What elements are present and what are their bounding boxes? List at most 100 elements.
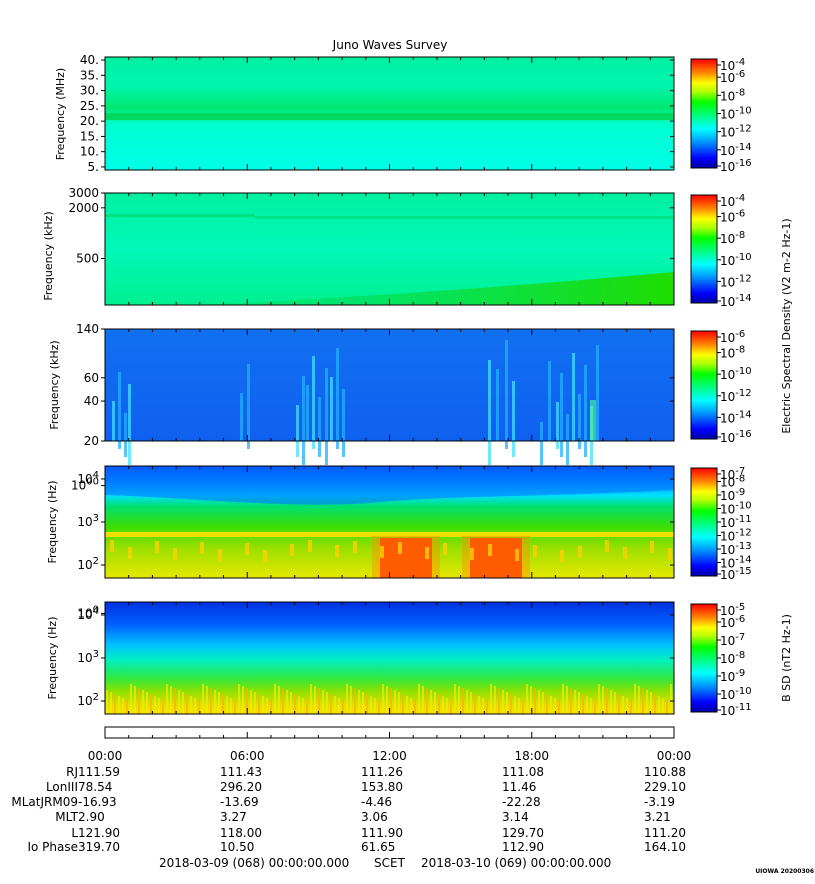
magnetic-streak <box>190 696 192 714</box>
magnetic-streak <box>630 700 632 714</box>
colorbar-tick-label: 10-4 <box>720 193 745 209</box>
colorbar-tick-label: 10-8 <box>720 650 745 666</box>
ytick-label: 25. <box>80 99 99 113</box>
magnetic-streak <box>586 696 588 714</box>
magnetic-streak <box>482 698 484 714</box>
colorbar-tick-label: 10-8 <box>720 345 745 361</box>
magnetic-streak <box>290 692 292 714</box>
magnetic-streak <box>542 692 544 714</box>
magnetic-streak <box>178 690 180 714</box>
ephemeris-value: 110.88 <box>644 765 686 779</box>
emission-fleck <box>290 544 294 556</box>
magnetic-streak <box>562 684 564 714</box>
panel-hfr-high <box>105 57 674 170</box>
magnetic-streak <box>498 688 500 714</box>
magnetic-streak <box>418 684 420 714</box>
magnetic-streak <box>598 684 600 714</box>
magnetic-streak <box>138 688 140 714</box>
magnetic-streak <box>518 698 520 714</box>
colorbar-tick-label: 10-12 <box>720 388 752 404</box>
time-tick-label: 12:00 <box>372 749 407 763</box>
ytick-label: 60 <box>84 371 99 385</box>
colorbar-tick-label: 10-10 <box>720 686 752 702</box>
magnetic-streak <box>602 686 604 714</box>
magnetic-streak <box>634 684 636 714</box>
footer-scet: SCET <box>374 856 405 870</box>
burst-streak <box>572 353 575 441</box>
magnetic-streak <box>226 696 228 714</box>
footer-start: 2018-03-09 (068) 00:00:00.000 <box>159 856 349 870</box>
ephemeris-value: 111.08 <box>502 765 544 779</box>
ytick-label: 40. <box>80 53 99 67</box>
magnetic-streak <box>230 698 232 714</box>
ytick-label: 20 <box>84 434 99 448</box>
ytick-label: 104 <box>77 606 99 622</box>
magnetic-streak <box>434 692 436 714</box>
magnetic-streak <box>422 686 424 714</box>
burst-streak <box>325 368 328 465</box>
magnetic-streak <box>106 690 108 714</box>
emission-fleck <box>155 541 159 553</box>
ephemeris-value: -4.46 <box>361 795 392 809</box>
ephemeris-value: 164.10 <box>644 840 686 854</box>
magnetic-streak <box>134 686 136 714</box>
burst-streak <box>496 369 499 441</box>
magnetic-streak <box>394 690 396 714</box>
magnetic-streak <box>122 698 124 714</box>
ytick-label: 15. <box>80 129 99 143</box>
magnetic-streak <box>314 686 316 714</box>
ephemeris-value: 153.80 <box>361 780 403 794</box>
magnetic-streak <box>162 700 164 714</box>
magnetic-streak <box>194 698 196 714</box>
ephemeris-value: 61.65 <box>361 840 395 854</box>
emission-fleck <box>263 550 267 562</box>
ephemeris-value: 11.46 <box>502 780 536 794</box>
magnetic-streak <box>362 692 364 714</box>
ytick-label: 102 <box>77 556 99 572</box>
magnetic-streak <box>310 684 312 714</box>
magnetic-streak <box>158 698 160 714</box>
magnetic-streak <box>126 700 128 714</box>
ephemeris-label: LonIII <box>46 780 78 794</box>
footer-stamp: UIOWA 20200306 <box>755 868 814 875</box>
colorbar-tick-label: 10-10 <box>720 252 752 268</box>
magnetic-streak <box>526 684 528 714</box>
burst-streak <box>336 348 339 449</box>
panel-hfr-low-ylabel: Frequency (kHz) <box>42 211 55 300</box>
colorbar-tick-label: 10-8 <box>720 87 745 103</box>
magnetic-streak <box>446 698 448 714</box>
emission-fleck <box>578 546 582 558</box>
burst-streak <box>118 372 121 449</box>
colorbar-tick-label: 10-11 <box>720 702 752 718</box>
ephemeris-value: -22.28 <box>502 795 541 809</box>
ytick-label: 103 <box>77 649 99 665</box>
panel-lfr-low-ylabel: Frequency (Hz) <box>46 481 59 564</box>
emission-fleck <box>470 548 474 560</box>
spectrogram-lfr-high <box>105 329 674 441</box>
colorbar-hfr-high <box>691 59 717 168</box>
magnetic-streak <box>522 700 524 714</box>
magnetic-streak <box>278 686 280 714</box>
ytick-label: 20. <box>80 114 99 128</box>
magnetic-streak <box>322 690 324 714</box>
colorbar-tick-label: 10-14 <box>720 142 752 158</box>
magnetic-streak <box>662 698 664 714</box>
magnetic-streak <box>622 696 624 714</box>
colorbar-tick-label: 10-14 <box>720 409 752 425</box>
ephemeris-value: 111.20 <box>644 826 686 840</box>
burst-streak <box>540 422 543 465</box>
magnetic-streak <box>514 696 516 714</box>
colorbar-tick-label: 10-7 <box>720 632 745 648</box>
magnetic-streak <box>330 694 332 714</box>
colorbar-lfr-high <box>691 331 717 439</box>
ephemeris-value: 2.90 <box>78 810 105 824</box>
magnetic-streak <box>474 694 476 714</box>
magnetic-streak <box>202 684 204 714</box>
emission-fleck <box>668 548 672 560</box>
magnetic-streak <box>442 696 444 714</box>
magnetic-streak <box>386 686 388 714</box>
magnetic-streak <box>430 690 432 714</box>
emission-fleck <box>353 541 357 553</box>
magnetic-streak <box>174 688 176 714</box>
magnetic-streak <box>354 688 356 714</box>
